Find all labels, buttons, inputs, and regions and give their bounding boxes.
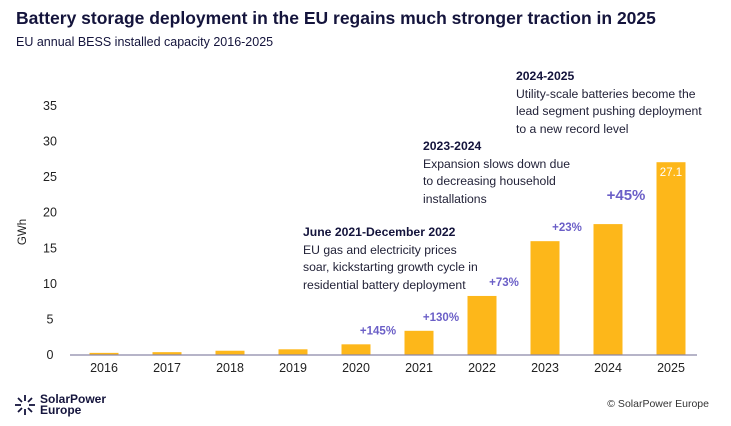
y-tick-label: 20 [43,206,57,220]
y-tick-label: 10 [43,277,57,291]
x-tick-label: 2024 [594,361,622,375]
bar-2018 [215,350,245,355]
annotation-2024-2025: 2024-2025 Utility-scale batteries become… [516,68,711,138]
x-tick-label: 2023 [531,361,559,375]
annotation-heading: 2024-2025 [516,69,575,83]
chart-subtitle: EU annual BESS installed capacity 2016-2… [16,35,274,49]
x-tick-label: 2020 [342,361,370,375]
annotation-text: Expansion slows down due to decreasing h… [423,156,571,206]
copyright: © SolarPower Europe [607,398,709,410]
annotation-2021-2022: June 2021-December 2022 EU gas and elect… [303,224,483,294]
y-tick-label: 35 [43,99,57,113]
y-tick-label: 5 [47,312,54,326]
growth-label-2022: +73% [489,277,519,289]
x-tick-label: 2021 [405,361,433,375]
growth-label-2020: +145% [360,325,396,337]
y-tick-label: 15 [43,241,57,255]
data-label: 27.1 [660,167,682,179]
annotation-2023-2024: 2023-2024 Expansion slows down due to de… [423,138,583,208]
annotation-text: Utility-scale batteries become the lead … [516,86,702,136]
bar-2017 [152,352,182,355]
solarpower-europe-logo: SolarPower Europe [14,392,107,417]
bar-2024 [593,224,623,355]
bar-2019 [278,349,308,355]
bar-2020 [341,344,371,355]
bar-2016 [89,352,119,355]
sun-icon [15,395,35,415]
y-tick-label: 30 [43,135,57,149]
bar-2021 [404,330,434,355]
annotation-heading: 2023-2024 [423,139,482,153]
growth-label-2021: +130% [423,312,459,324]
x-tick-label: 2019 [279,361,307,375]
bar-2022 [467,295,497,355]
logo-text-line1: SolarPower [40,392,107,406]
growth-label-2023: +23% [552,222,582,234]
chart-title: Battery storage deployment in the EU reg… [16,8,656,28]
y-axis-label: GWh [17,219,29,245]
bar-2023 [530,241,560,355]
y-tick-label: 25 [43,170,57,184]
y-tick-label: 0 [47,348,54,362]
x-tick-label: 2017 [153,361,181,375]
x-tick-label: 2018 [216,361,244,375]
annotation-heading: June 2021-December 2022 [303,225,456,239]
x-tick-label: 2025 [657,361,685,375]
bar-2025 [656,162,686,355]
annotation-text: EU gas and electricity prices soar, kick… [303,242,478,292]
x-tick-label: 2022 [468,361,496,375]
x-tick-label: 2016 [90,361,118,375]
logo-text-line2: Europe [40,403,82,417]
growth-label-2024: +45% [607,187,646,204]
